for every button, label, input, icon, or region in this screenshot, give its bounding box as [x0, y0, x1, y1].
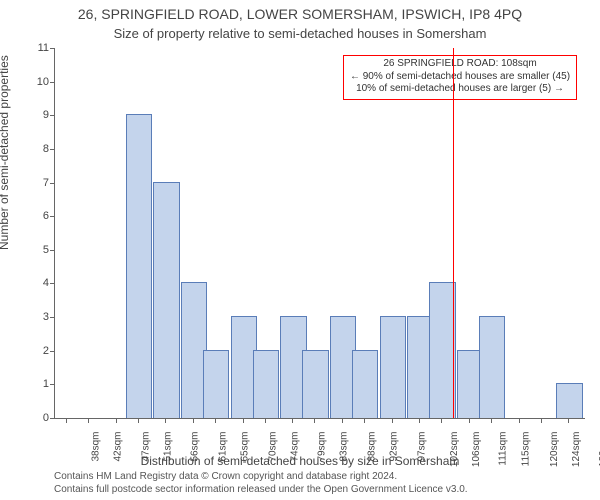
marker-annotation-box: 26 SPRINGFIELD ROAD: 108sqm ← 90% of sem… — [343, 55, 577, 100]
y-tick-label: 4 — [43, 277, 49, 289]
annotation-line-1: 26 SPRINGFIELD ROAD: 108sqm — [350, 58, 570, 71]
y-tick-label: 10 — [37, 76, 49, 88]
x-tick-mark — [265, 418, 266, 423]
y-tick-mark — [50, 48, 55, 49]
annotation-line-3: 10% of semi-detached houses are larger (… — [350, 83, 570, 96]
marker-line — [453, 48, 454, 418]
x-tick-mark — [292, 418, 293, 423]
y-tick-label: 8 — [43, 143, 49, 155]
x-axis-label: Distribution of semi-detached houses by … — [0, 454, 600, 468]
bar — [126, 114, 152, 418]
attribution-text: Contains HM Land Registry data © Crown c… — [54, 471, 584, 496]
y-tick-mark — [50, 351, 55, 352]
bar — [479, 316, 505, 418]
y-tick-mark — [50, 250, 55, 251]
annotation-line-2: ← 90% of semi-detached houses are smalle… — [350, 71, 570, 84]
page-subtitle: Size of property relative to semi-detach… — [0, 26, 600, 41]
bar — [203, 350, 229, 418]
y-tick-mark — [50, 384, 55, 385]
y-tick-mark — [50, 82, 55, 83]
x-tick-mark — [342, 418, 343, 423]
x-tick-mark — [392, 418, 393, 423]
y-tick-mark — [50, 115, 55, 116]
x-tick-mark — [469, 418, 470, 423]
x-tick-mark — [138, 418, 139, 423]
x-tick-mark — [215, 418, 216, 423]
bar — [153, 182, 179, 418]
x-tick-mark — [419, 418, 420, 423]
y-tick-mark — [50, 283, 55, 284]
y-tick-label: 1 — [43, 378, 49, 390]
attribution-line-2: Contains full postcode sector informatio… — [54, 484, 468, 495]
x-tick-mark — [243, 418, 244, 423]
bar — [380, 316, 406, 418]
x-tick-mark — [66, 418, 67, 423]
x-tick-mark — [519, 418, 520, 423]
y-tick-label: 0 — [43, 412, 49, 424]
page: 26, SPRINGFIELD ROAD, LOWER SOMERSHAM, I… — [0, 0, 600, 500]
y-tick-label: 6 — [43, 210, 49, 222]
y-tick-mark — [50, 418, 55, 419]
y-tick-mark — [50, 216, 55, 217]
bar — [556, 383, 582, 418]
x-tick-mark — [165, 418, 166, 423]
y-axis-label: Number of semi-detached properties — [0, 55, 11, 250]
y-tick-label: 9 — [43, 109, 49, 121]
x-tick-mark — [364, 418, 365, 423]
page-title: 26, SPRINGFIELD ROAD, LOWER SOMERSHAM, I… — [0, 6, 600, 22]
x-tick-mark — [441, 418, 442, 423]
y-tick-mark — [50, 317, 55, 318]
bar — [302, 350, 328, 418]
y-tick-label: 3 — [43, 311, 49, 323]
chart-plot-area: 26 SPRINGFIELD ROAD: 108sqm ← 90% of sem… — [54, 48, 585, 419]
x-tick-mark — [314, 418, 315, 423]
y-tick-label: 11 — [38, 42, 49, 54]
bar — [352, 350, 378, 418]
x-tick-mark — [541, 418, 542, 423]
y-tick-label: 7 — [43, 177, 49, 189]
y-tick-mark — [50, 149, 55, 150]
x-tick-mark — [88, 418, 89, 423]
y-tick-mark — [50, 183, 55, 184]
bar — [253, 350, 279, 418]
x-tick-mark — [116, 418, 117, 423]
y-tick-label: 2 — [43, 345, 49, 357]
y-tick-label: 5 — [43, 244, 49, 256]
x-tick-mark — [491, 418, 492, 423]
x-tick-mark — [568, 418, 569, 423]
attribution-line-1: Contains HM Land Registry data © Crown c… — [54, 471, 397, 482]
x-tick-mark — [193, 418, 194, 423]
